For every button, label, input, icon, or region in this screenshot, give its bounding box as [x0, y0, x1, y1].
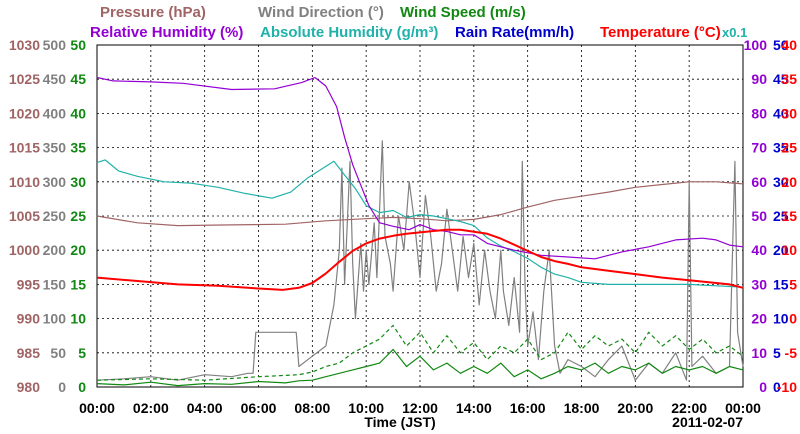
y-tick-label-pressure: 1015 — [9, 140, 40, 156]
y-tick-label-wind_speed: 50 — [70, 37, 86, 53]
y-tick-label-wind_dir: 100 — [43, 311, 67, 327]
y-tick-label-rh: 70 — [751, 140, 767, 156]
y-tick-label-pressure: 990 — [17, 311, 41, 327]
series-line-wind-speed — [96, 348, 744, 387]
y-tick-label-temp: 20 — [781, 174, 797, 190]
y-tick-label-wind_speed: 25 — [70, 208, 86, 224]
x-tick-label: 22:00 — [671, 400, 707, 416]
y-tick-label-wind_dir: 150 — [43, 276, 67, 292]
y-tick-label-wind_speed: 15 — [70, 276, 86, 292]
series-line-relative-humidity — [96, 76, 744, 260]
y-tick-label-pressure: 1020 — [9, 105, 40, 121]
y-tick-label-rh: 100 — [744, 37, 768, 53]
x-tick-label: 02:00 — [133, 400, 169, 416]
y-tick-label-wind_dir: 350 — [43, 140, 67, 156]
y-tick-label-rh: 30 — [751, 276, 767, 292]
y-tick-label-temp: 15 — [781, 208, 797, 224]
y-tick-label-rain: 30 — [773, 174, 789, 190]
y-tick-label-pressure: 1010 — [9, 174, 40, 190]
y-tick-label-rain: 15 — [773, 276, 789, 292]
y-tick-label-rain: 35 — [773, 140, 789, 156]
x-tick-label: 16:00 — [510, 400, 546, 416]
legend-entry-ah: Absolute Humidity (g/m³) — [260, 24, 438, 41]
series-line-wind-direction — [96, 140, 744, 381]
y-tick-label-rain: 25 — [773, 208, 789, 224]
y-tick-label-rain: 10 — [773, 311, 789, 327]
y-tick-label-wind_speed: 30 — [70, 174, 86, 190]
y-tick-label-rh: 0 — [759, 379, 767, 395]
y-tick-label-rh: 80 — [751, 105, 767, 121]
y-tick-label-wind_speed: 10 — [70, 311, 86, 327]
y-tick-label-wind_speed: 20 — [70, 242, 86, 258]
y-tick-label-temp: 35 — [781, 71, 797, 87]
y-tick-label-wind_dir: 250 — [43, 208, 67, 224]
series-line-wind-speed-max — [96, 324, 744, 381]
y-tick-label-temp: 40 — [781, 37, 797, 53]
x-tick-label: 00:00 — [79, 400, 115, 416]
y-tick-label-wind_dir: 50 — [50, 345, 66, 361]
legend-entry-wind-speed: Wind Speed (m/s) — [400, 4, 526, 21]
x-axis-title: Time (JST) — [364, 414, 435, 430]
y-tick-label-rh: 40 — [751, 242, 767, 258]
legend-entry-wind-dir: Wind Direction (°) — [258, 4, 384, 21]
y-tick-label-temp: 5 — [789, 276, 797, 292]
y-tick-label-rh: 50 — [751, 208, 767, 224]
legend-entry-rh: Relative Humidity (%) — [90, 24, 243, 41]
x-tick-label: 06:00 — [241, 400, 277, 416]
y-tick-label-wind_dir: 300 — [43, 174, 67, 190]
y-tick-label-temp: -5 — [785, 345, 798, 361]
series-line-absolute-humidity-x0-1 — [96, 159, 744, 288]
y-tick-label-wind_speed: 0 — [78, 379, 86, 395]
y-tick-label-rain: 20 — [773, 242, 789, 258]
x-tick-label: 10:00 — [348, 400, 384, 416]
y-tick-label-rain: 40 — [773, 105, 789, 121]
legend-entry-pressure: Pressure (hPa) — [100, 4, 206, 21]
x-tick-label: 18:00 — [564, 400, 600, 416]
y-tick-label-rh: 20 — [751, 311, 767, 327]
date-label: 2011-02-07 — [672, 414, 743, 430]
y-tick-label-wind_dir: 500 — [43, 37, 67, 53]
y-tick-label-wind_dir: 0 — [58, 379, 66, 395]
y-tick-label-pressure: 1025 — [9, 71, 40, 87]
y-tick-label-pressure: 1030 — [9, 37, 40, 53]
x-tick-label: 20:00 — [617, 400, 653, 416]
y-tick-label-temp: -10 — [777, 379, 797, 395]
y-tick-label-pressure: 985 — [17, 345, 41, 361]
y-tick-label-pressure: 980 — [17, 379, 41, 395]
y-tick-label-wind_speed: 45 — [70, 71, 86, 87]
y-tick-label-rain: 0 — [773, 379, 781, 395]
y-tick-label-pressure: 1005 — [9, 208, 40, 224]
y-tick-label-pressure: 1000 — [9, 242, 40, 258]
y-tick-label-wind_speed: 35 — [70, 140, 86, 156]
y-tick-label-rh: 90 — [751, 71, 767, 87]
y-tick-label-rain: 45 — [773, 71, 789, 87]
x-tick-label: 04:00 — [187, 400, 223, 416]
y-tick-label-rh: 60 — [751, 174, 767, 190]
x-tick-label: 14:00 — [456, 400, 492, 416]
y-tick-label-rain: 50 — [773, 37, 789, 53]
y-tick-label-temp: 0 — [789, 311, 797, 327]
y-tick-label-temp: 10 — [781, 242, 797, 258]
y-tick-label-wind_speed: 40 — [70, 105, 86, 121]
y-tick-label-wind_dir: 400 — [43, 105, 67, 121]
y-tick-label-rh: 10 — [751, 345, 767, 361]
series-line-pressure — [96, 181, 744, 227]
y-tick-label-rain: 5 — [773, 345, 781, 361]
y-tick-label-wind_dir: 450 — [43, 71, 67, 87]
y-tick-label-pressure: 995 — [17, 276, 41, 292]
legend-entry-temp: Temperature (°C) — [600, 24, 721, 41]
series-line-temperature — [96, 228, 744, 291]
y-tick-label-temp: 25 — [781, 140, 797, 156]
x-tick-label: 08:00 — [294, 400, 330, 416]
x-tick-label: 00:00 — [725, 400, 761, 416]
x-tick-label: 12:00 — [402, 400, 438, 416]
legend-entry-x01: x0.1 — [722, 25, 747, 40]
y-tick-label-temp: 30 — [781, 105, 797, 121]
legend-entry-rain: Rain Rate(mm/h) — [455, 24, 574, 41]
y-tick-label-wind_dir: 200 — [43, 242, 67, 258]
y-tick-label-wind_speed: 5 — [78, 345, 86, 361]
